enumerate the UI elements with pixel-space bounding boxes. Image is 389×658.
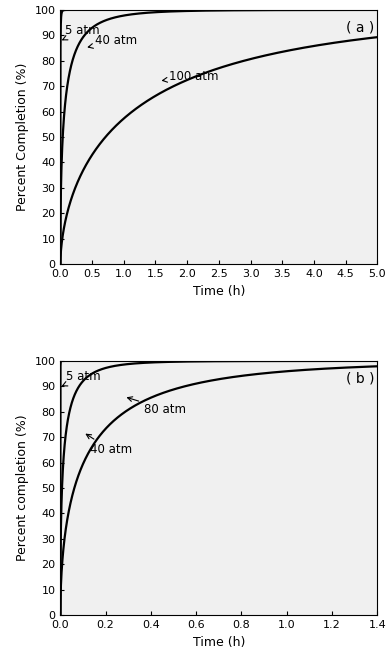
- Text: ( b ): ( b ): [345, 371, 374, 385]
- Text: 40 atm: 40 atm: [88, 34, 137, 48]
- Y-axis label: Percent completion (%): Percent completion (%): [16, 415, 29, 561]
- X-axis label: Time (h): Time (h): [193, 636, 245, 649]
- Text: 5 atm: 5 atm: [63, 370, 101, 386]
- Text: 100 atm: 100 atm: [163, 70, 219, 82]
- Text: 40 atm: 40 atm: [86, 434, 132, 457]
- Text: 80 atm: 80 atm: [128, 397, 186, 416]
- Text: ( a ): ( a ): [345, 20, 374, 34]
- X-axis label: Time (h): Time (h): [193, 285, 245, 297]
- Y-axis label: Percent Completion (%): Percent Completion (%): [16, 63, 29, 211]
- Text: 5 atm: 5 atm: [63, 24, 99, 40]
